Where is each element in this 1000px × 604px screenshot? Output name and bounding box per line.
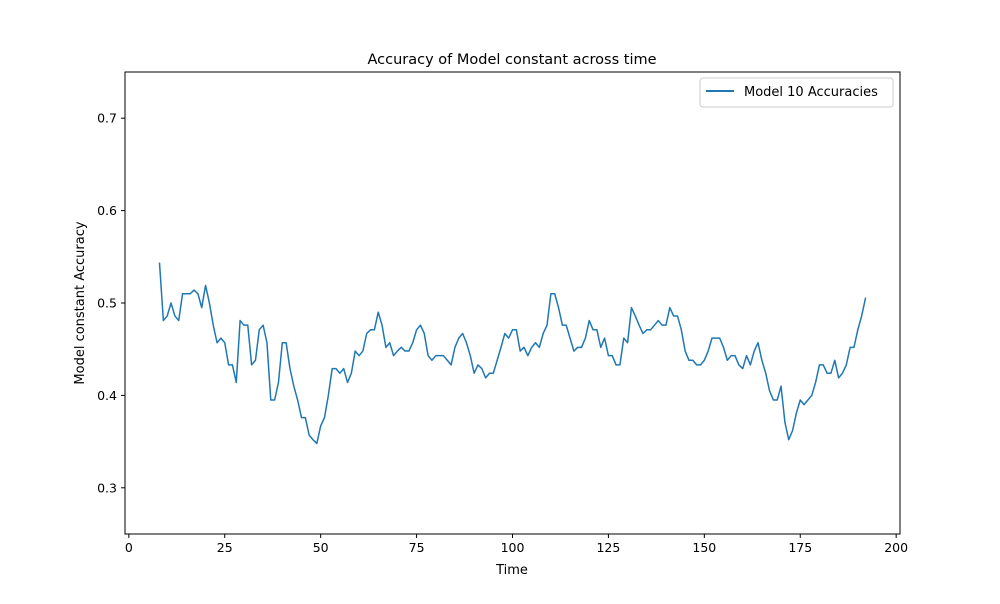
series-line-0 xyxy=(158,262,867,445)
y-tick-label: 0.4 xyxy=(97,388,117,403)
series-layer xyxy=(158,262,867,445)
x-tick-label: 0 xyxy=(125,540,133,555)
legend: Model 10 Accuracies xyxy=(699,77,894,108)
y-tick-label: 0.5 xyxy=(97,296,117,311)
y-tick-label: 0.6 xyxy=(97,203,117,218)
chart-title: Accuracy of Model constant across time xyxy=(367,52,656,68)
legend-label: Model 10 Accuracies xyxy=(744,85,878,100)
legend-box xyxy=(699,77,894,108)
y-tick-label: 0.3 xyxy=(97,480,117,495)
y-axis-ticks: 0.3 0.4 0.5 0.6 0.7 xyxy=(97,111,125,495)
x-tick-label: 125 xyxy=(596,540,620,555)
plot-area xyxy=(125,72,900,534)
plot-frame xyxy=(124,71,901,535)
x-tick-label: 25 xyxy=(217,540,233,555)
x-tick-label: 150 xyxy=(692,540,716,555)
x-tick-label: 200 xyxy=(884,540,908,555)
y-tick-label: 0.7 xyxy=(97,111,117,126)
x-tick-label: 175 xyxy=(788,540,812,555)
x-tick-label: 50 xyxy=(313,540,329,555)
x-tick-label: 75 xyxy=(409,540,425,555)
x-tick-label: 100 xyxy=(501,540,525,555)
x-axis-label: Time xyxy=(495,563,528,578)
x-axis-ticks: 0 25 50 75 100 125 150 175 200 xyxy=(125,534,908,555)
y-axis-label: Model constant Accuracy xyxy=(73,221,88,384)
